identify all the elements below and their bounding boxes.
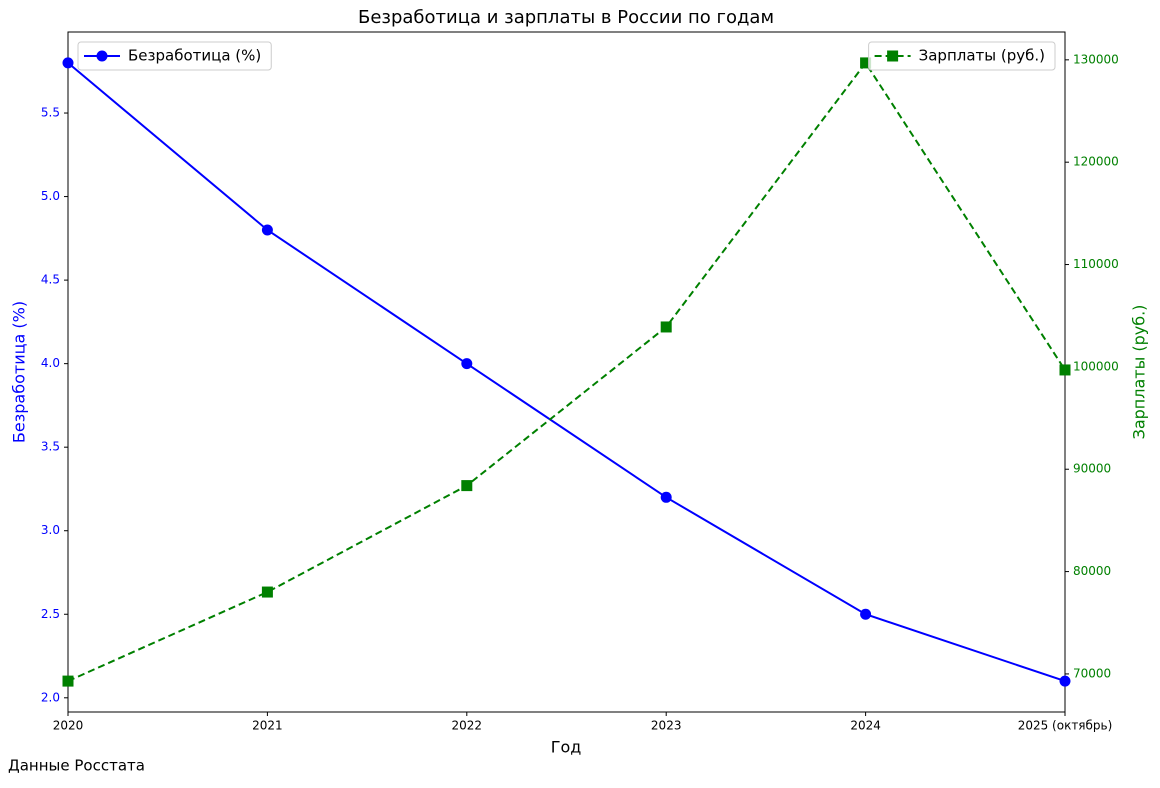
y-tick-label: 3.5 [41, 440, 60, 454]
legend-box [77, 41, 272, 71]
legend-marker [96, 50, 108, 62]
legend-marker [887, 50, 899, 62]
x-axis-label: Год [551, 738, 582, 757]
y-tick-label: 2.5 [41, 607, 60, 621]
data-point [261, 586, 273, 598]
source-note: Данные Росстата [8, 757, 145, 775]
y-tick-label: 4.0 [41, 356, 60, 370]
series-line [67, 61, 1066, 683]
y2-tick-label: 70000 [1073, 666, 1111, 680]
series-line [67, 62, 1066, 683]
y2-tick-label: 120000 [1073, 155, 1119, 169]
y-tick-label: 5.5 [41, 106, 60, 120]
data-point [1059, 364, 1071, 376]
data-point [62, 57, 74, 69]
legend-label: Безработица (%) [128, 47, 261, 65]
data-point [860, 57, 872, 69]
y-tick-label: 4.5 [41, 273, 60, 287]
y-tick-label: 5.0 [41, 189, 60, 203]
x-tick-label: 2021 [252, 719, 283, 733]
legend-box [868, 41, 1056, 71]
y2-tick-label: 110000 [1073, 257, 1119, 271]
chart-title: Безработица и зарплаты в России по годам [358, 7, 774, 28]
y2-axis-label: Зарплаты (руб.) [1130, 305, 1149, 440]
y2-tick-label: 100000 [1073, 359, 1119, 373]
x-tick-label: 2023 [651, 719, 682, 733]
y2-tick-label: 130000 [1073, 52, 1119, 66]
x-tick-label: 2022 [452, 719, 483, 733]
data-point [660, 491, 672, 503]
y-axis-label: Безработица (%) [10, 301, 29, 443]
y-tick-label: 2.0 [41, 690, 60, 704]
x-tick-label: 2025 (октябрь) [1018, 719, 1113, 733]
x-tick-label: 2020 [53, 719, 84, 733]
legend-label: Зарплаты (руб.) [919, 47, 1045, 65]
data-point [860, 608, 872, 620]
y2-tick-label: 80000 [1073, 564, 1111, 578]
data-point [461, 480, 473, 492]
y-tick-label: 3.0 [41, 523, 60, 537]
data-point [261, 224, 273, 236]
data-point [62, 675, 74, 687]
y2-tick-label: 90000 [1073, 462, 1111, 476]
data-point [461, 358, 473, 370]
x-tick-label: 2024 [850, 719, 881, 733]
data-point [1059, 675, 1071, 687]
data-point [660, 321, 672, 333]
